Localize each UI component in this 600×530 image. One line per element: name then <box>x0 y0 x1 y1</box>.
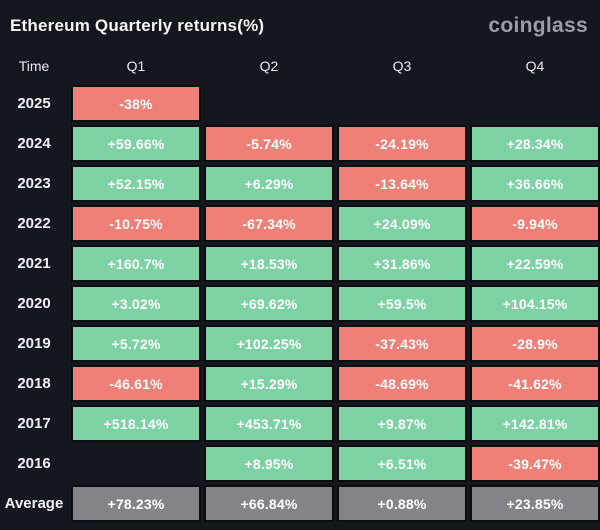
cell-2020-q3: +59.5% <box>337 285 467 322</box>
row-label-2021: 2021 <box>17 255 51 272</box>
topbar: Ethereum Quarterly returns(%) coinglass <box>0 0 600 46</box>
cell-2020-q4: +104.15% <box>470 285 600 322</box>
cell-2019-q3: -37.43% <box>337 325 467 362</box>
row-label-2025: 2025 <box>17 95 51 112</box>
cell-average-q4: +23.85% <box>470 485 600 522</box>
cell-2023-q1: +52.15% <box>71 165 201 202</box>
column-header-q4: Q4 <box>525 58 545 74</box>
cell-2023-q2: +6.29% <box>204 165 334 202</box>
cell-2016-q4: -39.47% <box>470 445 600 482</box>
cell-2018-q4: -41.62% <box>470 365 600 402</box>
row-label-2017: 2017 <box>17 415 51 432</box>
cell-2020-q2: +69.62% <box>204 285 334 322</box>
cell-2022-q3: +24.09% <box>337 205 467 242</box>
cell-2024-q3: -24.19% <box>337 125 467 162</box>
cell-empty-2025-q4 <box>470 85 600 122</box>
cell-empty-2016-q1 <box>71 445 201 482</box>
cell-2016-q2: +8.95% <box>204 445 334 482</box>
cell-2020-q1: +3.02% <box>71 285 201 322</box>
column-header-q1: Q1 <box>126 58 146 74</box>
cell-2021-q4: +22.59% <box>470 245 600 282</box>
cell-empty-2025-q3 <box>337 85 467 122</box>
row-label-average: Average <box>4 495 64 512</box>
cell-2025-q1: -38% <box>71 85 201 122</box>
cell-empty-2025-q2 <box>204 85 334 122</box>
row-label-2020: 2020 <box>17 295 51 312</box>
cell-2023-q4: +36.66% <box>470 165 600 202</box>
cell-2024-q4: +28.34% <box>470 125 600 162</box>
row-label-2019: 2019 <box>17 335 51 352</box>
cell-2019-q4: -28.9% <box>470 325 600 362</box>
coinglass-logo: coinglass <box>488 14 588 37</box>
row-label-2022: 2022 <box>17 215 51 232</box>
cell-2018-q1: -46.61% <box>71 365 201 402</box>
cell-2022-q4: -9.94% <box>470 205 600 242</box>
cell-2017-q2: +453.71% <box>204 405 334 442</box>
column-header-q2: Q2 <box>259 58 279 74</box>
cell-2019-q1: +5.72% <box>71 325 201 362</box>
cell-2017-q1: +518.14% <box>71 405 201 442</box>
cell-average-q2: +66.84% <box>204 485 334 522</box>
cell-2022-q1: -10.75% <box>71 205 201 242</box>
cell-2018-q2: +15.29% <box>204 365 334 402</box>
column-header-time: Time <box>18 58 50 74</box>
cell-2023-q3: -13.64% <box>337 165 467 202</box>
cell-2021-q1: +160.7% <box>71 245 201 282</box>
cell-2024-q2: -5.74% <box>204 125 334 162</box>
row-label-2016: 2016 <box>17 455 51 472</box>
column-header-q3: Q3 <box>392 58 412 74</box>
cell-2021-q2: +18.53% <box>204 245 334 282</box>
cell-2017-q3: +9.87% <box>337 405 467 442</box>
cell-2017-q4: +142.81% <box>470 405 600 442</box>
row-label-2024: 2024 <box>17 135 51 152</box>
row-label-2023: 2023 <box>17 175 51 192</box>
cell-2016-q3: +6.51% <box>337 445 467 482</box>
cell-2021-q3: +31.86% <box>337 245 467 282</box>
cell-2019-q2: +102.25% <box>204 325 334 362</box>
cell-2018-q3: -48.69% <box>337 365 467 402</box>
page-title: Ethereum Quarterly returns(%) <box>10 16 265 35</box>
row-label-2018: 2018 <box>17 375 51 392</box>
returns-table: Time Q1 Q2 Q3 Q4 2025 -38% 2024 +59.66% -5.74% -24… <box>0 50 600 522</box>
cell-2024-q1: +59.66% <box>71 125 201 162</box>
cell-average-q3: +0.88% <box>337 485 467 522</box>
cell-2022-q2: -67.34% <box>204 205 334 242</box>
cell-average-q1: +78.23% <box>71 485 201 522</box>
